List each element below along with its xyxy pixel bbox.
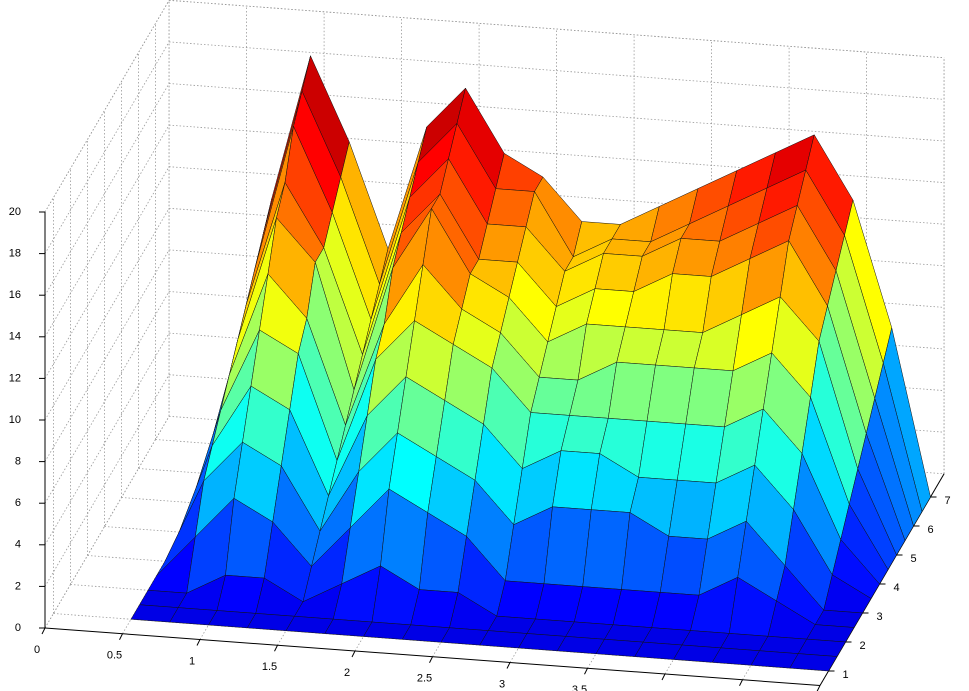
- x-tick-label: 0.5: [107, 650, 122, 662]
- x-tick-label: 3: [499, 678, 505, 690]
- grid-line: [169, 0, 945, 59]
- z-tick-label: 2: [15, 580, 21, 592]
- y-tick-label: 2: [860, 640, 866, 652]
- z-tick-label: 12: [9, 372, 21, 384]
- surface-patch: [806, 624, 855, 643]
- x-tick-label: 2.5: [417, 673, 432, 685]
- surface-patch: [798, 638, 846, 657]
- y-tick-label: 6: [928, 524, 934, 536]
- x-tick: [661, 673, 666, 681]
- x-tick-label: 2: [344, 667, 350, 679]
- grid-line: [44, 41, 170, 254]
- x-tick: [584, 668, 588, 675]
- surface-patch: [789, 653, 838, 672]
- y-tick-label: 4: [894, 582, 900, 594]
- x-tick: [739, 679, 743, 686]
- grid-line: [44, 208, 170, 421]
- z-tick-label: 6: [15, 497, 21, 509]
- x-tick: [816, 685, 821, 691]
- grid-line: [44, 124, 170, 338]
- z-tick-label: 18: [9, 248, 21, 260]
- x-tick-label: 1: [189, 655, 195, 667]
- x-tick: [506, 662, 511, 669]
- grid-line: [44, 291, 170, 504]
- x-axis: [44, 627, 821, 686]
- x-tick: [351, 650, 356, 658]
- grid-line: [44, 416, 170, 629]
- x-tick: [196, 639, 201, 646]
- grid-line: [169, 41, 945, 100]
- x-tick: [429, 656, 433, 663]
- grid-line: [44, 83, 170, 296]
- y-tick-label: 7: [945, 495, 951, 507]
- grid-line: [44, 249, 170, 462]
- surface-patch: [815, 609, 863, 628]
- y-tick-label: 5: [911, 553, 917, 565]
- z-tick-label: 4: [15, 539, 21, 551]
- z-tick-label: 10: [9, 414, 21, 426]
- z-tick-label: 0: [15, 622, 21, 634]
- x-tick: [274, 645, 278, 652]
- grid-line: [44, 332, 170, 546]
- x-tick-label: 1.5: [262, 661, 277, 673]
- x-tick: [41, 627, 46, 635]
- y-tick-label: 1: [843, 669, 849, 681]
- z-tick-label: 8: [15, 456, 21, 468]
- x-tick-label: 0: [34, 644, 40, 656]
- z-tick-label: 20: [9, 206, 21, 218]
- z-tick-label: 14: [9, 331, 21, 343]
- x-tick-label: 4: [654, 690, 660, 691]
- x-tick: [119, 633, 123, 640]
- grid-line: [44, 0, 170, 213]
- x-tick-label: 3.5: [572, 684, 587, 691]
- z-tick-label: 16: [9, 289, 21, 301]
- y-tick-label: 3: [877, 611, 883, 623]
- surface-patch: [495, 153, 544, 192]
- grid-line: [44, 374, 170, 587]
- grid-line: [44, 166, 170, 379]
